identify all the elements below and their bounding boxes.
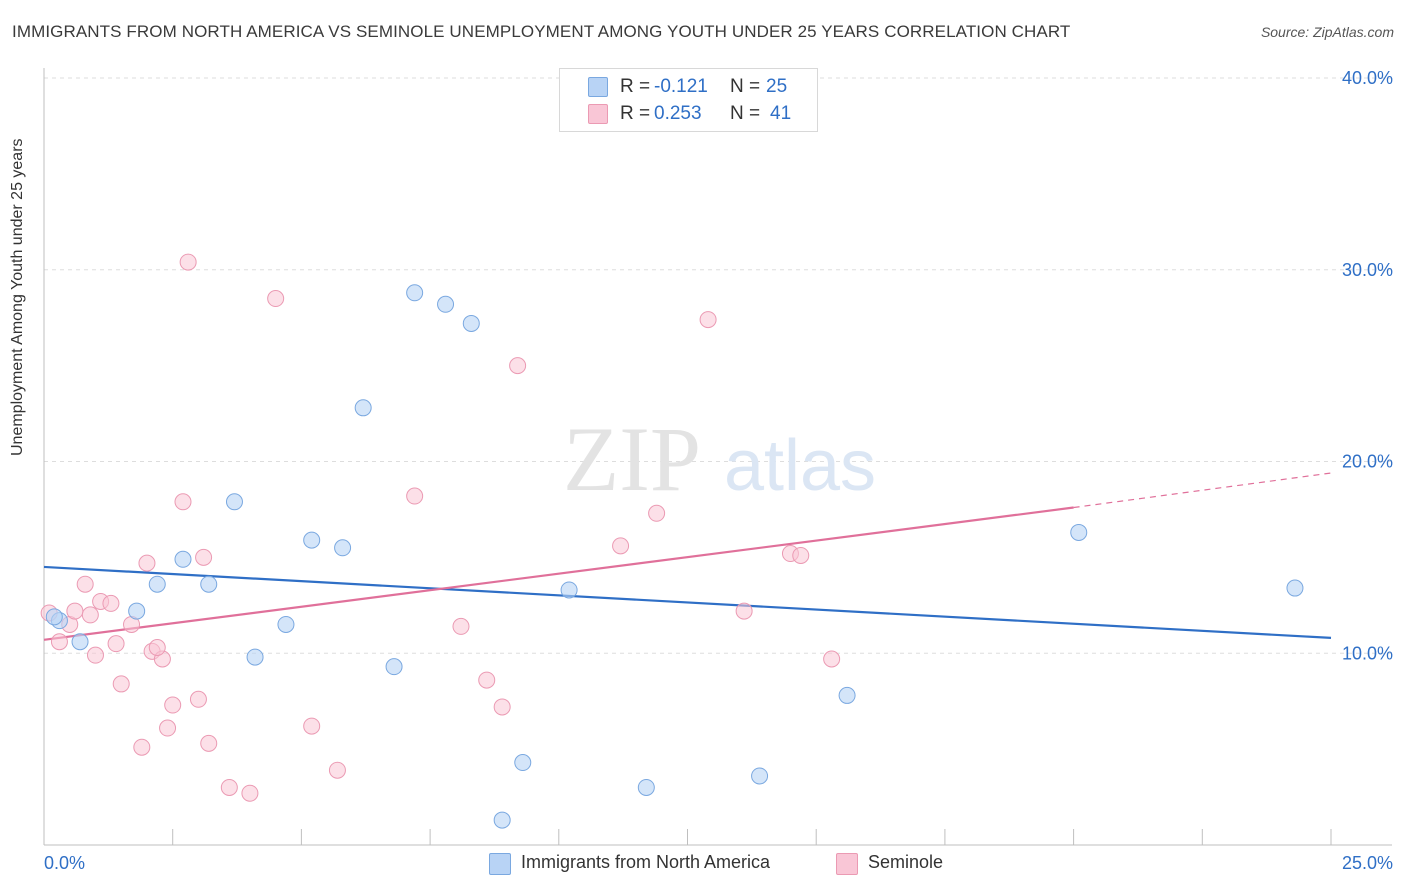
y-axis-label: Unemployment Among Youth under 25 years <box>9 138 26 456</box>
tick-labels: 10.0% 20.0% 30.0% 40.0% 0.0% 25.0% <box>44 68 1393 873</box>
point-seminole <box>107 635 125 653</box>
point-immigrants <box>838 686 856 704</box>
point-immigrants <box>174 550 192 568</box>
point-seminole <box>220 778 238 796</box>
trend-line-seminole-extension <box>1073 472 1332 509</box>
point-seminole <box>66 602 84 620</box>
point-seminole <box>792 546 810 564</box>
point-seminole <box>174 493 192 511</box>
point-seminole <box>699 311 717 329</box>
point-seminole <box>328 761 346 779</box>
grid-lines <box>44 77 1392 654</box>
trend-lines <box>43 472 1332 641</box>
legend-r-label: R = <box>620 76 651 97</box>
legend-swatch-blue <box>588 77 608 97</box>
point-seminole <box>648 504 666 522</box>
point-seminole <box>76 575 94 593</box>
point-immigrants <box>637 778 655 796</box>
point-immigrants <box>45 608 63 626</box>
y-tick-label: 30.0% <box>1342 260 1393 280</box>
point-seminole <box>81 606 99 624</box>
point-seminole <box>612 537 630 555</box>
point-immigrants <box>1070 523 1088 541</box>
point-seminole <box>50 633 68 651</box>
point-seminole <box>200 734 218 752</box>
x-tick-label: 25.0% <box>1342 853 1393 873</box>
legend-r-label: R = <box>620 103 651 124</box>
point-seminole <box>179 253 197 271</box>
x-tick-label: 0.0% <box>44 853 85 873</box>
point-seminole <box>509 357 527 375</box>
bottom-legend-swatch-pink <box>836 853 858 875</box>
legend-r-value: 0.253 <box>654 103 702 124</box>
point-immigrants <box>246 648 264 666</box>
point-seminole <box>112 675 130 693</box>
point-immigrants <box>334 539 352 557</box>
point-immigrants <box>462 314 480 332</box>
point-seminole <box>267 290 285 308</box>
watermark-atlas: atlas <box>724 426 876 506</box>
legend-n-label: N = <box>730 76 761 97</box>
legend-n-value: 25 <box>766 76 788 97</box>
point-seminole <box>102 594 120 612</box>
point-seminole <box>86 646 104 664</box>
chart-title: IMMIGRANTS FROM NORTH AMERICA VS SEMINOL… <box>12 22 1071 41</box>
y-tick-label: 20.0% <box>1342 452 1393 472</box>
point-seminole <box>148 638 166 656</box>
legend-r-value: -0.121 <box>654 76 708 97</box>
bottom-legend-swatch-blue <box>489 853 511 875</box>
point-immigrants <box>225 493 243 511</box>
point-seminole <box>478 671 496 689</box>
point-immigrants <box>560 581 578 599</box>
point-seminole <box>133 738 151 756</box>
point-seminole <box>189 690 207 708</box>
point-immigrants <box>437 295 455 313</box>
legend-swatch-pink <box>588 104 608 124</box>
point-seminole <box>406 487 424 505</box>
bottom-legend-label-blue: Immigrants from North America <box>521 852 771 872</box>
trend-line-seminole <box>43 506 1074 641</box>
legend-n-label: N = <box>730 103 761 124</box>
point-immigrants <box>493 811 511 829</box>
point-immigrants <box>385 658 403 676</box>
y-tick-label: 40.0% <box>1342 68 1393 88</box>
source-label: Source: ZipAtlas.com <box>1260 24 1394 40</box>
point-seminole <box>452 617 470 635</box>
point-immigrants <box>148 575 166 593</box>
point-immigrants <box>354 399 372 417</box>
point-immigrants <box>128 602 146 620</box>
point-immigrants <box>1286 579 1304 597</box>
point-seminole <box>493 698 511 716</box>
correlation-legend: R = -0.121 N = 25 R = 0.253 N = 41 <box>559 68 818 132</box>
bottom-legend-label-pink: Seminole <box>868 852 944 872</box>
point-seminole <box>195 548 213 566</box>
point-immigrants <box>200 575 218 593</box>
point-immigrants <box>277 615 295 633</box>
point-seminole <box>138 554 156 572</box>
point-immigrants <box>751 767 769 785</box>
point-immigrants <box>71 633 89 651</box>
point-seminole <box>303 717 321 735</box>
point-seminole <box>823 650 841 668</box>
point-seminole <box>241 784 259 802</box>
y-tick-label: 10.0% <box>1342 643 1393 663</box>
trend-line-immigrants <box>43 565 1332 640</box>
data-points <box>40 253 1304 829</box>
watermark-zip: ZIP <box>563 408 701 510</box>
point-immigrants <box>514 754 532 772</box>
point-seminole <box>735 602 753 620</box>
point-immigrants <box>406 284 424 302</box>
point-immigrants <box>303 531 321 549</box>
point-seminole <box>164 696 182 714</box>
axes <box>43 68 1392 846</box>
point-seminole <box>159 719 177 737</box>
legend-n-value: 41 <box>770 103 792 124</box>
